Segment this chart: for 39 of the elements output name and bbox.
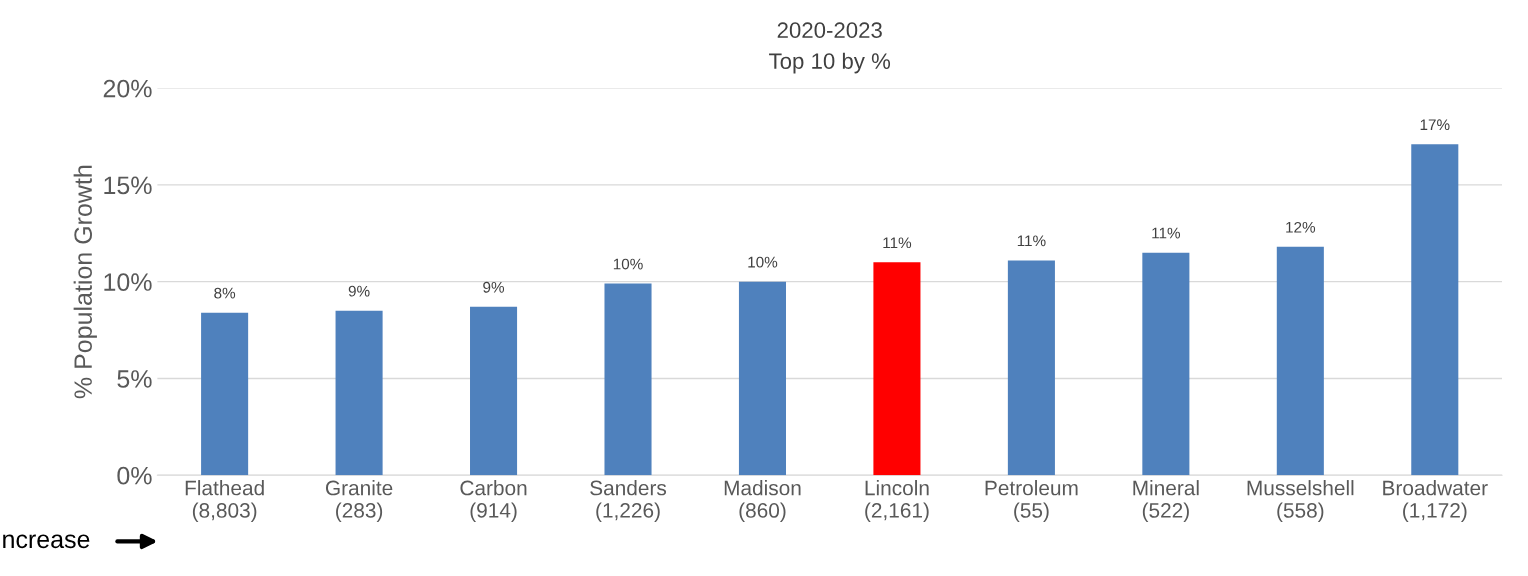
y-tick-label: 15% [104, 176, 152, 195]
bar [1411, 144, 1459, 476]
bar [1142, 252, 1190, 476]
x-tick-label: Carbon (914) [460, 480, 527, 522]
y-tick-label: 0% [117, 466, 152, 485]
text: ncrease [3, 534, 90, 549]
x-tick-label: Petroleum (55) [985, 480, 1078, 522]
data-label: 11% [1017, 235, 1046, 247]
data-label: 10% [748, 256, 778, 268]
bar [873, 262, 921, 476]
chart-subtitle: Top 10 by % [769, 52, 891, 74]
y-tick-label: 20% [103, 79, 152, 98]
bar [335, 310, 383, 476]
x-tick-label: Sanders (1,226) [590, 480, 667, 522]
y-axis-title: % Population Growth [73, 165, 97, 399]
chart-title: 2020-2023 [777, 22, 882, 39]
x-tick-label: Granite (283) [325, 480, 393, 522]
bar [470, 306, 518, 476]
x-tick-label: Madison (860) [724, 480, 801, 522]
data-label: 11% [1152, 227, 1181, 239]
x-tick-label: Mineral (522) [1133, 480, 1199, 522]
data-label: 10% [613, 258, 643, 270]
bar [1276, 246, 1324, 476]
y-tick-label: 5% [117, 370, 152, 388]
data-label: 11% [883, 237, 912, 249]
bar [738, 281, 786, 476]
y-tick-label: 10% [104, 273, 152, 291]
x-tick-label: Broadwater (1,172) [1383, 480, 1488, 522]
data-label: 12% [1286, 221, 1316, 233]
x-tick-label: Lincoln (2,161) [865, 480, 929, 522]
data-label: 9% [348, 285, 370, 297]
bar [604, 283, 652, 476]
x-tick-label: Musselshell (558) [1247, 480, 1354, 522]
data-label: 17% [1420, 119, 1450, 131]
data-label: 8% [214, 287, 236, 299]
bar [201, 312, 249, 476]
bar [1007, 260, 1055, 476]
data-label: 9% [483, 281, 505, 293]
x-tick-label: Flathead (8,803) [185, 480, 264, 522]
